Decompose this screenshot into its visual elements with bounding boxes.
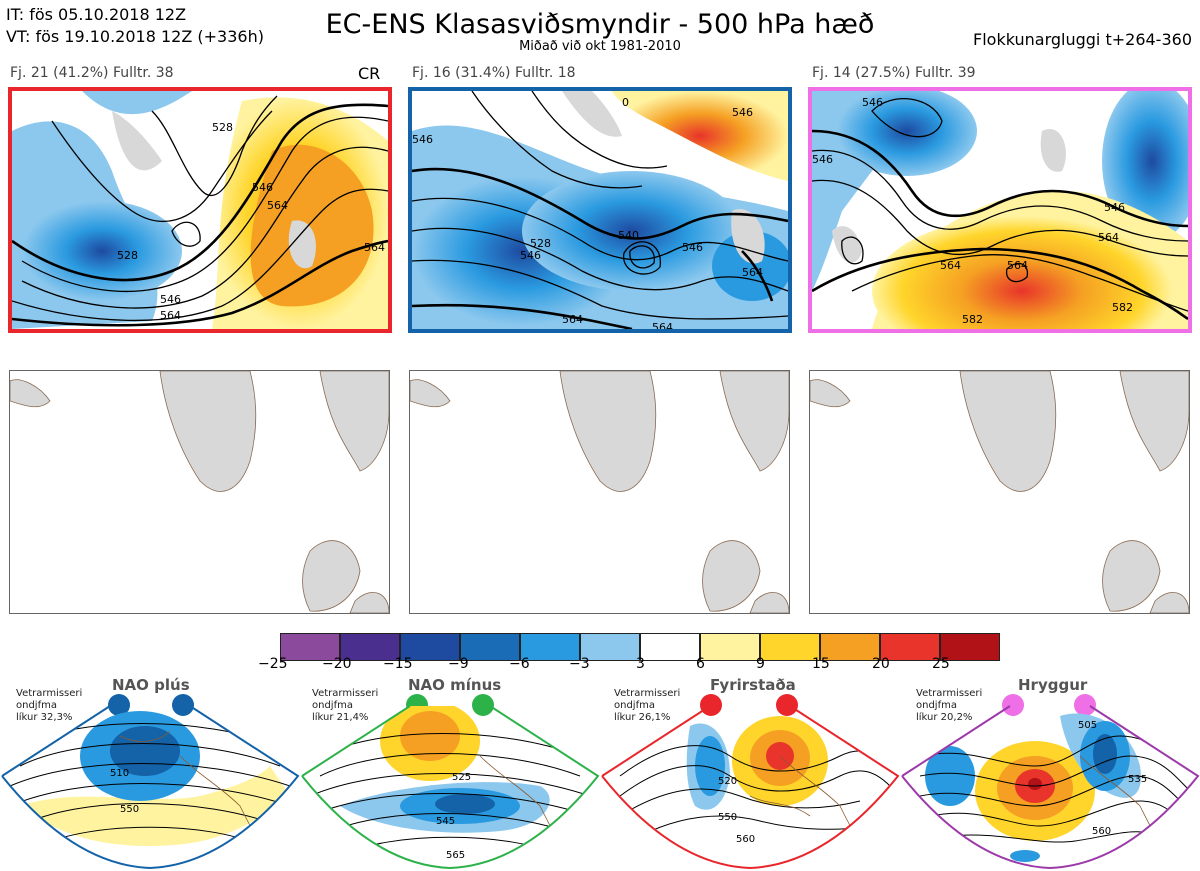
cluster-1-map: 528 546 564 546 564 528 564 — [8, 87, 392, 333]
colorbar-tick: 15 — [812, 656, 830, 672]
colorbar-swatch — [700, 633, 760, 661]
page-title: EC-ENS Klasasviðsmyndir - 500 hPa hæð — [325, 9, 875, 40]
colorbar-tick: −9 — [448, 656, 469, 672]
colorbar-swatch — [400, 633, 460, 661]
colorbar-tick: 25 — [932, 656, 950, 672]
regime-dot — [108, 694, 130, 716]
cluster-2-contour-label: 546 — [412, 133, 433, 146]
regime-dot — [472, 694, 494, 716]
cluster-1-contour-label: 564 — [364, 241, 385, 254]
regime-title: Hryggur — [1018, 676, 1088, 694]
page-subtitle: Miðað við okt 1981-2010 — [519, 39, 681, 54]
regime-title: NAO plús — [112, 676, 190, 694]
regime-note: Vetrarmisseri ondjfma líkur 26,1% — [614, 688, 681, 723]
cluster-3-contour-label: 582 — [1112, 301, 1133, 314]
cluster-1-contour-label: 528 — [117, 249, 138, 262]
cluster-1-contour-label: 564 — [160, 309, 181, 322]
cluster-3-contour-label: 582 — [962, 313, 983, 326]
cluster-1-label: Fj. 21 (41.2%) Fulltr. 38 — [10, 65, 174, 81]
empty-map-2 — [409, 370, 790, 614]
cluster-3-contour-label: 564 — [940, 259, 961, 272]
colorbar-tick: −15 — [383, 656, 413, 672]
regime-ridge: Hryggur Vetrarmisseri ondjfma líkur 20,2% — [900, 676, 1200, 871]
window-label: Flokkunargluggi t+264-360 — [973, 30, 1192, 49]
colorbar-tick: −25 — [258, 656, 288, 672]
colorbar-tick: 6 — [696, 656, 705, 672]
regime-contour-label: 505 — [1078, 720, 1097, 731]
regime-dot — [1002, 694, 1024, 716]
colorbar-swatch — [340, 633, 400, 661]
cluster-2-contour-label: 528 — [530, 237, 551, 250]
regime-contour-label: 510 — [110, 768, 129, 779]
colorbar-tick: 9 — [756, 656, 765, 672]
cluster-2-contour-label: 546 — [682, 241, 703, 254]
colorbar-swatch — [940, 633, 1000, 661]
cluster-3-label: Fj. 14 (27.5%) Fulltr. 39 — [812, 65, 976, 81]
regime-title: Fyrirstaða — [710, 676, 796, 694]
cluster-1-contour-label: 528 — [212, 121, 233, 134]
cluster-2-contour-label: 546 — [732, 106, 753, 119]
regime-contour-label: 560 — [1092, 826, 1111, 837]
regime-note: Vetrarmisseri ondjfma líkur 20,2% — [916, 688, 983, 723]
colorbar-tick: 20 — [872, 656, 890, 672]
regime-dot — [700, 694, 722, 716]
colorbar — [280, 633, 1000, 661]
regime-contour-label: 520 — [718, 776, 737, 787]
cluster-3-contour-label: 546 — [812, 153, 833, 166]
regime-note: Vetrarmisseri ondjfma líkur 21,4% — [312, 688, 379, 723]
regime-dot — [172, 694, 194, 716]
colorbar-tick: −6 — [509, 656, 530, 672]
cluster-2-map: 546 546 528 540 546 564 546 564 564 0 — [408, 87, 792, 333]
colorbar-tick: −20 — [322, 656, 352, 672]
colorbar-swatch — [520, 633, 580, 661]
cluster-2-label: Fj. 16 (31.4%) Fulltr. 18 — [412, 65, 576, 81]
colorbar-swatch — [460, 633, 520, 661]
colorbar-swatch — [760, 633, 820, 661]
colorbar-swatch — [640, 633, 700, 661]
cluster-1-contour-label: 546 — [252, 181, 273, 194]
regime-contour-label: 525 — [452, 772, 471, 783]
regime-contour-label: 550 — [718, 812, 737, 823]
regime-contour-label: 545 — [436, 816, 455, 827]
cluster-1-contour-label: 564 — [267, 199, 288, 212]
regime-contour-label: 565 — [446, 850, 465, 861]
initial-time: IT: fös 05.10.2018 12Z — [6, 5, 187, 24]
cluster-2-contour-label: 564 — [652, 321, 673, 329]
cluster-1-contour-label: 546 — [160, 293, 181, 306]
regime-nao-plus: NAO plús Vetrarmisseri ondjfma líkur 32,3%… — [0, 676, 300, 871]
cluster-2-contour-label: 540 — [618, 229, 639, 242]
colorbar-swatch — [580, 633, 640, 661]
cluster-2-contour-label: 546 — [520, 249, 541, 262]
regime-title: NAO mínus — [408, 676, 502, 694]
cluster-3-contour-label: 546 — [862, 96, 883, 109]
cluster-2-contour-label: 564 — [742, 266, 763, 279]
empty-map-3 — [809, 370, 1190, 614]
colorbar-swatch — [880, 633, 940, 661]
regime-contour-label: 535 — [1128, 774, 1147, 785]
regime-nao-minus: NAO mínus Vetrarmisseri ondjfma líkur 21,4… — [300, 676, 600, 871]
colorbar-swatch — [280, 633, 340, 661]
cluster-2-contour-label: 0 — [622, 96, 629, 109]
cluster-3-contour-label: 546 — [1104, 201, 1125, 214]
regime-contour-label: 550 — [120, 804, 139, 815]
regime-contour-label: 560 — [736, 834, 755, 845]
empty-map-1 — [9, 370, 390, 614]
colorbar-tick: −3 — [569, 656, 590, 672]
regime-blocking: Fyrirstaða Vetrarmisseri ondjfma líkur 26,… — [600, 676, 900, 871]
colorbar-swatch — [820, 633, 880, 661]
colorbar-tick: 3 — [636, 656, 645, 672]
regime-dot — [1074, 694, 1096, 716]
cluster-1-tag: CR — [358, 64, 381, 83]
cluster-3-map: 546 546 564 564 546 582 582 564 — [808, 87, 1192, 333]
valid-time: VT: fös 19.10.2018 12Z (+336h) — [6, 27, 264, 46]
regime-dot — [776, 694, 798, 716]
header-times: IT: fös 05.10.2018 12Z VT: fös 19.10.201… — [6, 4, 264, 48]
regime-note: Vetrarmisseri ondjfma líkur 32,3% — [16, 688, 83, 723]
cluster-2-contour-label: 564 — [562, 313, 583, 326]
cluster-3-contour-label: 564 — [1007, 259, 1028, 272]
cluster-3-contour-label: 564 — [1098, 231, 1119, 244]
